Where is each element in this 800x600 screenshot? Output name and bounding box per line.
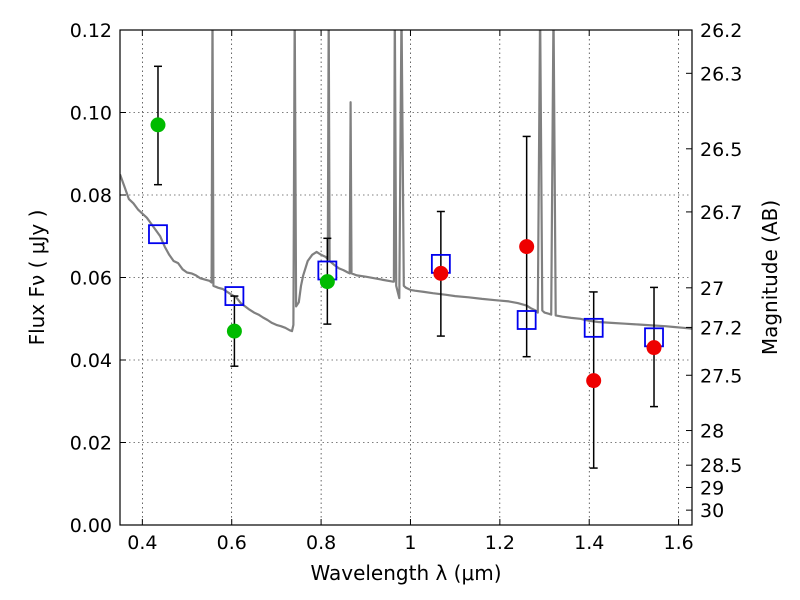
mag-tick-label: 26.2 [700,20,742,42]
model-point [583,317,604,338]
x-tick-label: 1.2 [485,532,515,554]
y-tick-label: 0.00 [70,515,112,537]
x-tick-label: 0.8 [306,532,336,554]
model-point [224,286,245,306]
optical-point [319,274,335,290]
x-tick-label: 1.4 [574,532,604,554]
y-tick-label: 0.12 [70,20,112,42]
mag-tick-label: 26.7 [700,202,742,224]
x-axis-title: Wavelength λ (μm) [310,561,501,585]
model-point [516,310,537,330]
nir-point [646,340,662,356]
y2-axis-title: Magnitude (AB) [758,200,782,355]
x-tick-label: 1 [404,532,416,554]
mag-tick-label: 29 [700,477,724,499]
model-point [148,224,168,245]
x-tick-label: 0.6 [217,532,247,554]
mag-tick-label: 30 [700,500,724,522]
mag-tick-label: 28 [700,421,724,443]
nir-point [433,265,449,281]
mag-tick-label: 27 [700,278,724,300]
x-tick-label: 0.4 [127,532,157,554]
spectrum-line [120,30,692,333]
mag-tick-label: 27.5 [700,365,742,387]
optical-point [150,117,166,133]
x-tick-label: 1.6 [663,532,693,554]
grid [120,30,692,525]
y-tick-label: 0.06 [70,268,112,290]
y-tick-label: 0.08 [70,185,112,207]
y-tick-label: 0.04 [70,350,112,372]
mag-tick-label: 26.3 [700,63,742,85]
optical-point [226,323,242,339]
y-tick-label: 0.02 [70,433,112,455]
mag-tick-label: 27.2 [700,317,742,339]
nir-point [519,239,535,255]
axes: 0.4 0.6 0.8 1 1.2 1.4 1.6 0.00 0.02 0.04 0.06 0.08 0… [70,20,743,554]
mag-tick-label: 26.5 [700,139,742,161]
mag-tick-label: 28.5 [700,455,742,477]
y-tick-label: 0.10 [70,103,112,125]
y-axis-title: Flux Fν ( μJy ) [25,210,49,346]
nir-point [586,373,602,389]
data-layer [120,30,692,469]
